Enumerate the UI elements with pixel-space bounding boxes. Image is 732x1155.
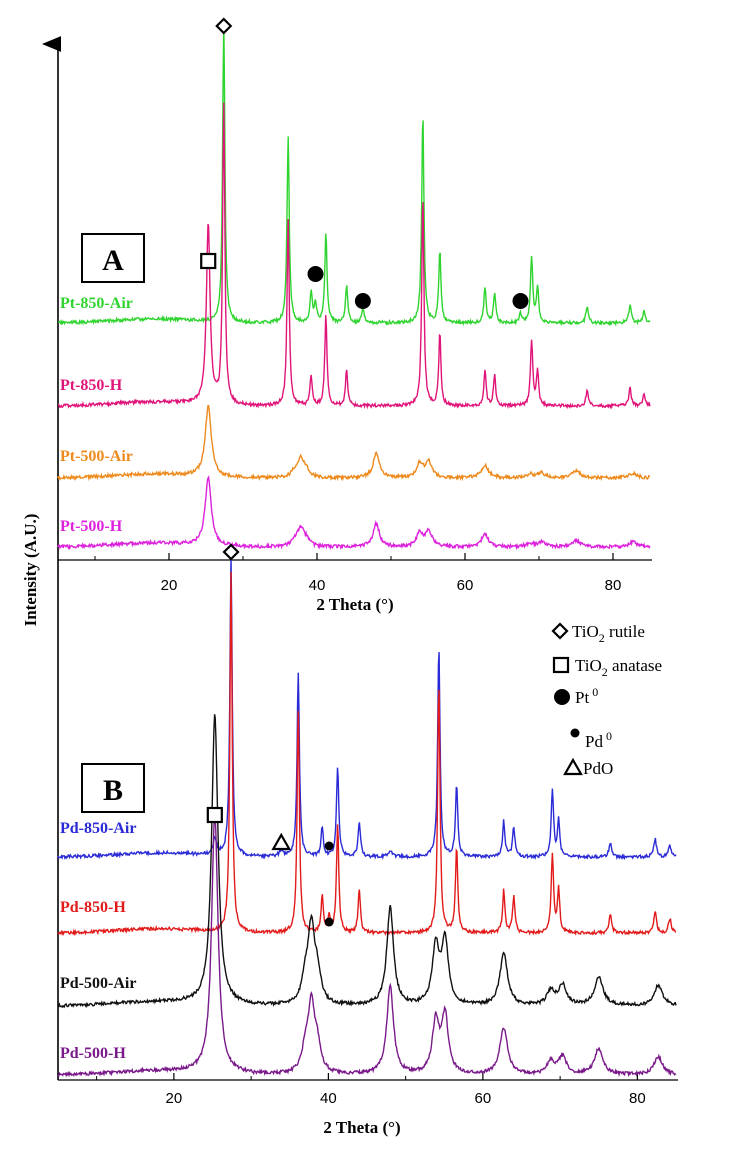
series-label: Pd-850-Air <box>60 820 136 837</box>
panel-a-letter: A <box>102 244 124 277</box>
panel-a-x-axis-label: 2 Theta (°) <box>316 595 393 614</box>
series-label: Pd-500-H <box>60 1045 126 1062</box>
legend-label: TiO2 anatase <box>575 656 662 679</box>
series-line <box>57 571 677 937</box>
x-tick-label: 40 <box>309 577 326 594</box>
panel-b: 20 40 60 80 Pd-850-Air Pd-850-H Pd-500-Air Pd-… <box>57 543 678 1137</box>
series-line <box>57 22 651 327</box>
x-tick-label: 40 <box>320 1090 337 1107</box>
data-marker-circle-filled-small <box>324 841 334 851</box>
x-tick-label: 80 <box>629 1090 646 1107</box>
data-marker-circle-filled-large <box>354 293 371 309</box>
series-label: Pd-500-Air <box>60 975 136 992</box>
legend-label: TiO2 rutile <box>572 622 645 645</box>
series-line <box>57 102 651 410</box>
series-line <box>57 556 677 861</box>
series-label: Pd-850-H <box>60 899 126 916</box>
x-tick-label: 60 <box>457 577 474 594</box>
data-marker-diamond-open <box>222 543 240 561</box>
y-axis-label: Intensity (A.U.) <box>21 514 40 627</box>
legend-label: Pt 0 <box>575 685 598 707</box>
series-label: Pt-850-Air <box>60 295 133 312</box>
legend-label: PdO <box>583 759 613 778</box>
series-label: Pt-500-Air <box>60 448 133 465</box>
series-line <box>57 405 651 482</box>
data-marker-diamond-open <box>215 17 233 35</box>
legend: TiO2 rutile TiO2 anatase Pt 0 Pd 0 PdO <box>551 622 662 778</box>
x-tick-label: 80 <box>605 577 622 594</box>
legend-marker-circle-filled-large <box>554 689 570 705</box>
data-marker-circle-filled-large <box>512 293 529 309</box>
legend-label: Pd 0 <box>585 729 612 751</box>
x-tick-label: 60 <box>475 1090 492 1107</box>
legend-marker-square-open <box>552 656 570 674</box>
series-line <box>57 813 677 1078</box>
panel-b-letter-box <box>81 763 145 813</box>
panel-a: 20 40 60 80 Pt-850-Air Pt-850-H Pt-500-Air Pt-… <box>42 17 652 614</box>
data-marker-triangle-open <box>271 832 292 851</box>
data-marker-circle-filled-large <box>307 266 324 282</box>
legend-marker-circle-filled-small <box>570 728 580 738</box>
series-label: Pt-850-H <box>60 377 123 394</box>
data-marker-square-open <box>200 252 217 270</box>
series-line <box>57 714 677 1009</box>
panel-a-letter-box <box>81 233 145 283</box>
x-tick-label: 20 <box>166 1090 183 1107</box>
legend-marker-triangle-open <box>563 757 583 776</box>
panel-b-letter: B <box>103 774 123 807</box>
panel-b-x-axis-label: 2 Theta (°) <box>323 1118 400 1137</box>
x-tick-label: 20 <box>161 577 178 594</box>
legend-marker-diamond-open <box>551 622 569 640</box>
series-line <box>57 475 651 551</box>
data-marker-circle-filled-small <box>324 917 334 927</box>
series-label: Pt-500-H <box>60 518 123 535</box>
data-marker-square-open <box>206 806 223 824</box>
